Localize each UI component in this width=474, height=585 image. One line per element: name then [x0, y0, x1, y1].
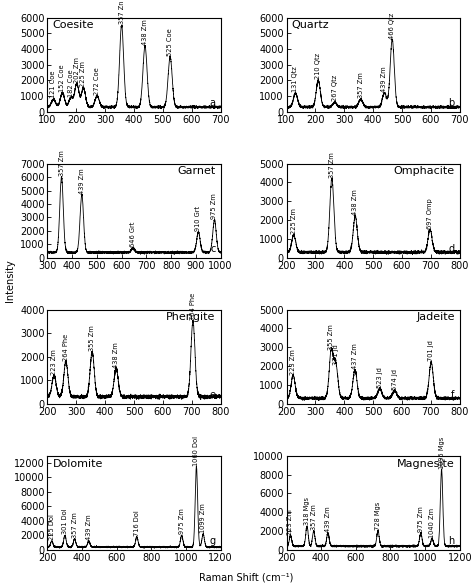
Text: 646 Grt: 646 Grt — [130, 222, 136, 247]
Text: 439 Zm: 439 Zm — [382, 66, 387, 92]
Text: Phengite: Phengite — [166, 312, 216, 322]
Text: 272 Coe: 272 Coe — [94, 67, 100, 95]
Text: 357 Zn: 357 Zn — [118, 1, 125, 25]
Text: 1040 Zm: 1040 Zm — [429, 508, 435, 538]
Text: f: f — [451, 390, 455, 400]
Text: 355 Zm: 355 Zm — [328, 325, 334, 350]
Text: 301 Dol: 301 Dol — [62, 509, 68, 535]
Text: 438 Zm: 438 Zm — [352, 190, 358, 215]
Text: 357 Zm: 357 Zm — [72, 512, 78, 538]
Text: d: d — [448, 244, 455, 254]
Text: 152 Coe: 152 Coe — [59, 64, 65, 92]
Text: 357 Zm: 357 Zm — [311, 504, 317, 530]
Text: 1095 Mgs: 1095 Mgs — [438, 436, 445, 469]
Text: 697 Omp: 697 Omp — [427, 198, 433, 229]
Text: 1060 Dol: 1060 Dol — [193, 436, 200, 466]
Text: Jadeite: Jadeite — [416, 312, 455, 322]
Text: 357 Zm: 357 Zm — [358, 73, 364, 98]
Text: 202 Zm: 202 Zm — [74, 57, 80, 82]
Text: Garnet: Garnet — [177, 166, 216, 177]
Text: 357 Zm: 357 Zm — [329, 152, 335, 178]
Text: Intensity: Intensity — [5, 259, 15, 302]
Text: 716 Dol: 716 Dol — [134, 510, 140, 536]
Text: 704 Phe: 704 Phe — [190, 293, 196, 321]
Text: a: a — [210, 98, 216, 108]
Text: 210 Qtz: 210 Qtz — [315, 53, 321, 80]
Text: 223 Zm: 223 Zm — [288, 509, 293, 535]
Text: Raman Shift (cm⁻¹): Raman Shift (cm⁻¹) — [199, 572, 294, 582]
Text: 466 Qtz: 466 Qtz — [389, 12, 395, 39]
Text: Coesite: Coesite — [53, 20, 94, 30]
Text: 701 Jd: 701 Jd — [428, 340, 434, 362]
Text: 371 Jd: 371 Jd — [333, 345, 339, 365]
Text: 225 Dol: 225 Dol — [49, 514, 55, 541]
Text: 437 Zm: 437 Zm — [352, 343, 358, 369]
Text: 225 Zm: 225 Zm — [81, 61, 86, 87]
Text: Quartz: Quartz — [292, 20, 329, 30]
Text: 975 Zm: 975 Zm — [211, 194, 218, 219]
Text: 223 Zm: 223 Zm — [51, 349, 57, 374]
Text: Dolomite: Dolomite — [53, 459, 103, 469]
Text: 439 Zm: 439 Zm — [86, 515, 92, 541]
Text: 523 Jd: 523 Jd — [377, 367, 383, 388]
Text: 182 Coe: 182 Coe — [68, 69, 74, 97]
Text: 121 Coe: 121 Coe — [50, 71, 56, 98]
Text: 910 Grt: 910 Grt — [195, 206, 201, 231]
Text: h: h — [448, 536, 455, 546]
Text: 525 Coe: 525 Coe — [167, 28, 173, 56]
Text: e: e — [210, 390, 216, 400]
Text: Magnesite: Magnesite — [397, 459, 455, 469]
Text: 438 Zm: 438 Zm — [113, 342, 119, 367]
Text: Omphacite: Omphacite — [393, 166, 455, 177]
Text: 439 Zm: 439 Zm — [79, 168, 85, 194]
Text: 438 Zm: 438 Zm — [142, 19, 148, 45]
Text: 1099 Zm: 1099 Zm — [200, 503, 206, 533]
Text: 223 Zm: 223 Zm — [290, 349, 296, 374]
Text: 267 Qtz: 267 Qtz — [332, 75, 338, 101]
Text: b: b — [448, 98, 455, 108]
Text: 318 Mgs: 318 Mgs — [304, 497, 310, 525]
Text: 574 Jd: 574 Jd — [392, 369, 398, 390]
Text: 357 Zm: 357 Zm — [58, 150, 64, 176]
Text: 225 Zm: 225 Zm — [291, 208, 297, 234]
Text: 439 Zm: 439 Zm — [325, 507, 331, 532]
Text: 975 Zm: 975 Zm — [179, 509, 185, 535]
Text: g: g — [210, 536, 216, 546]
Text: 975 Zm: 975 Zm — [418, 506, 424, 532]
Text: c: c — [210, 244, 216, 254]
Text: 355 Zm: 355 Zm — [89, 325, 95, 351]
Text: 264 Phe: 264 Phe — [63, 333, 69, 360]
Text: 728 Mgs: 728 Mgs — [375, 502, 381, 530]
Text: 131 Qtz: 131 Qtz — [292, 66, 299, 92]
